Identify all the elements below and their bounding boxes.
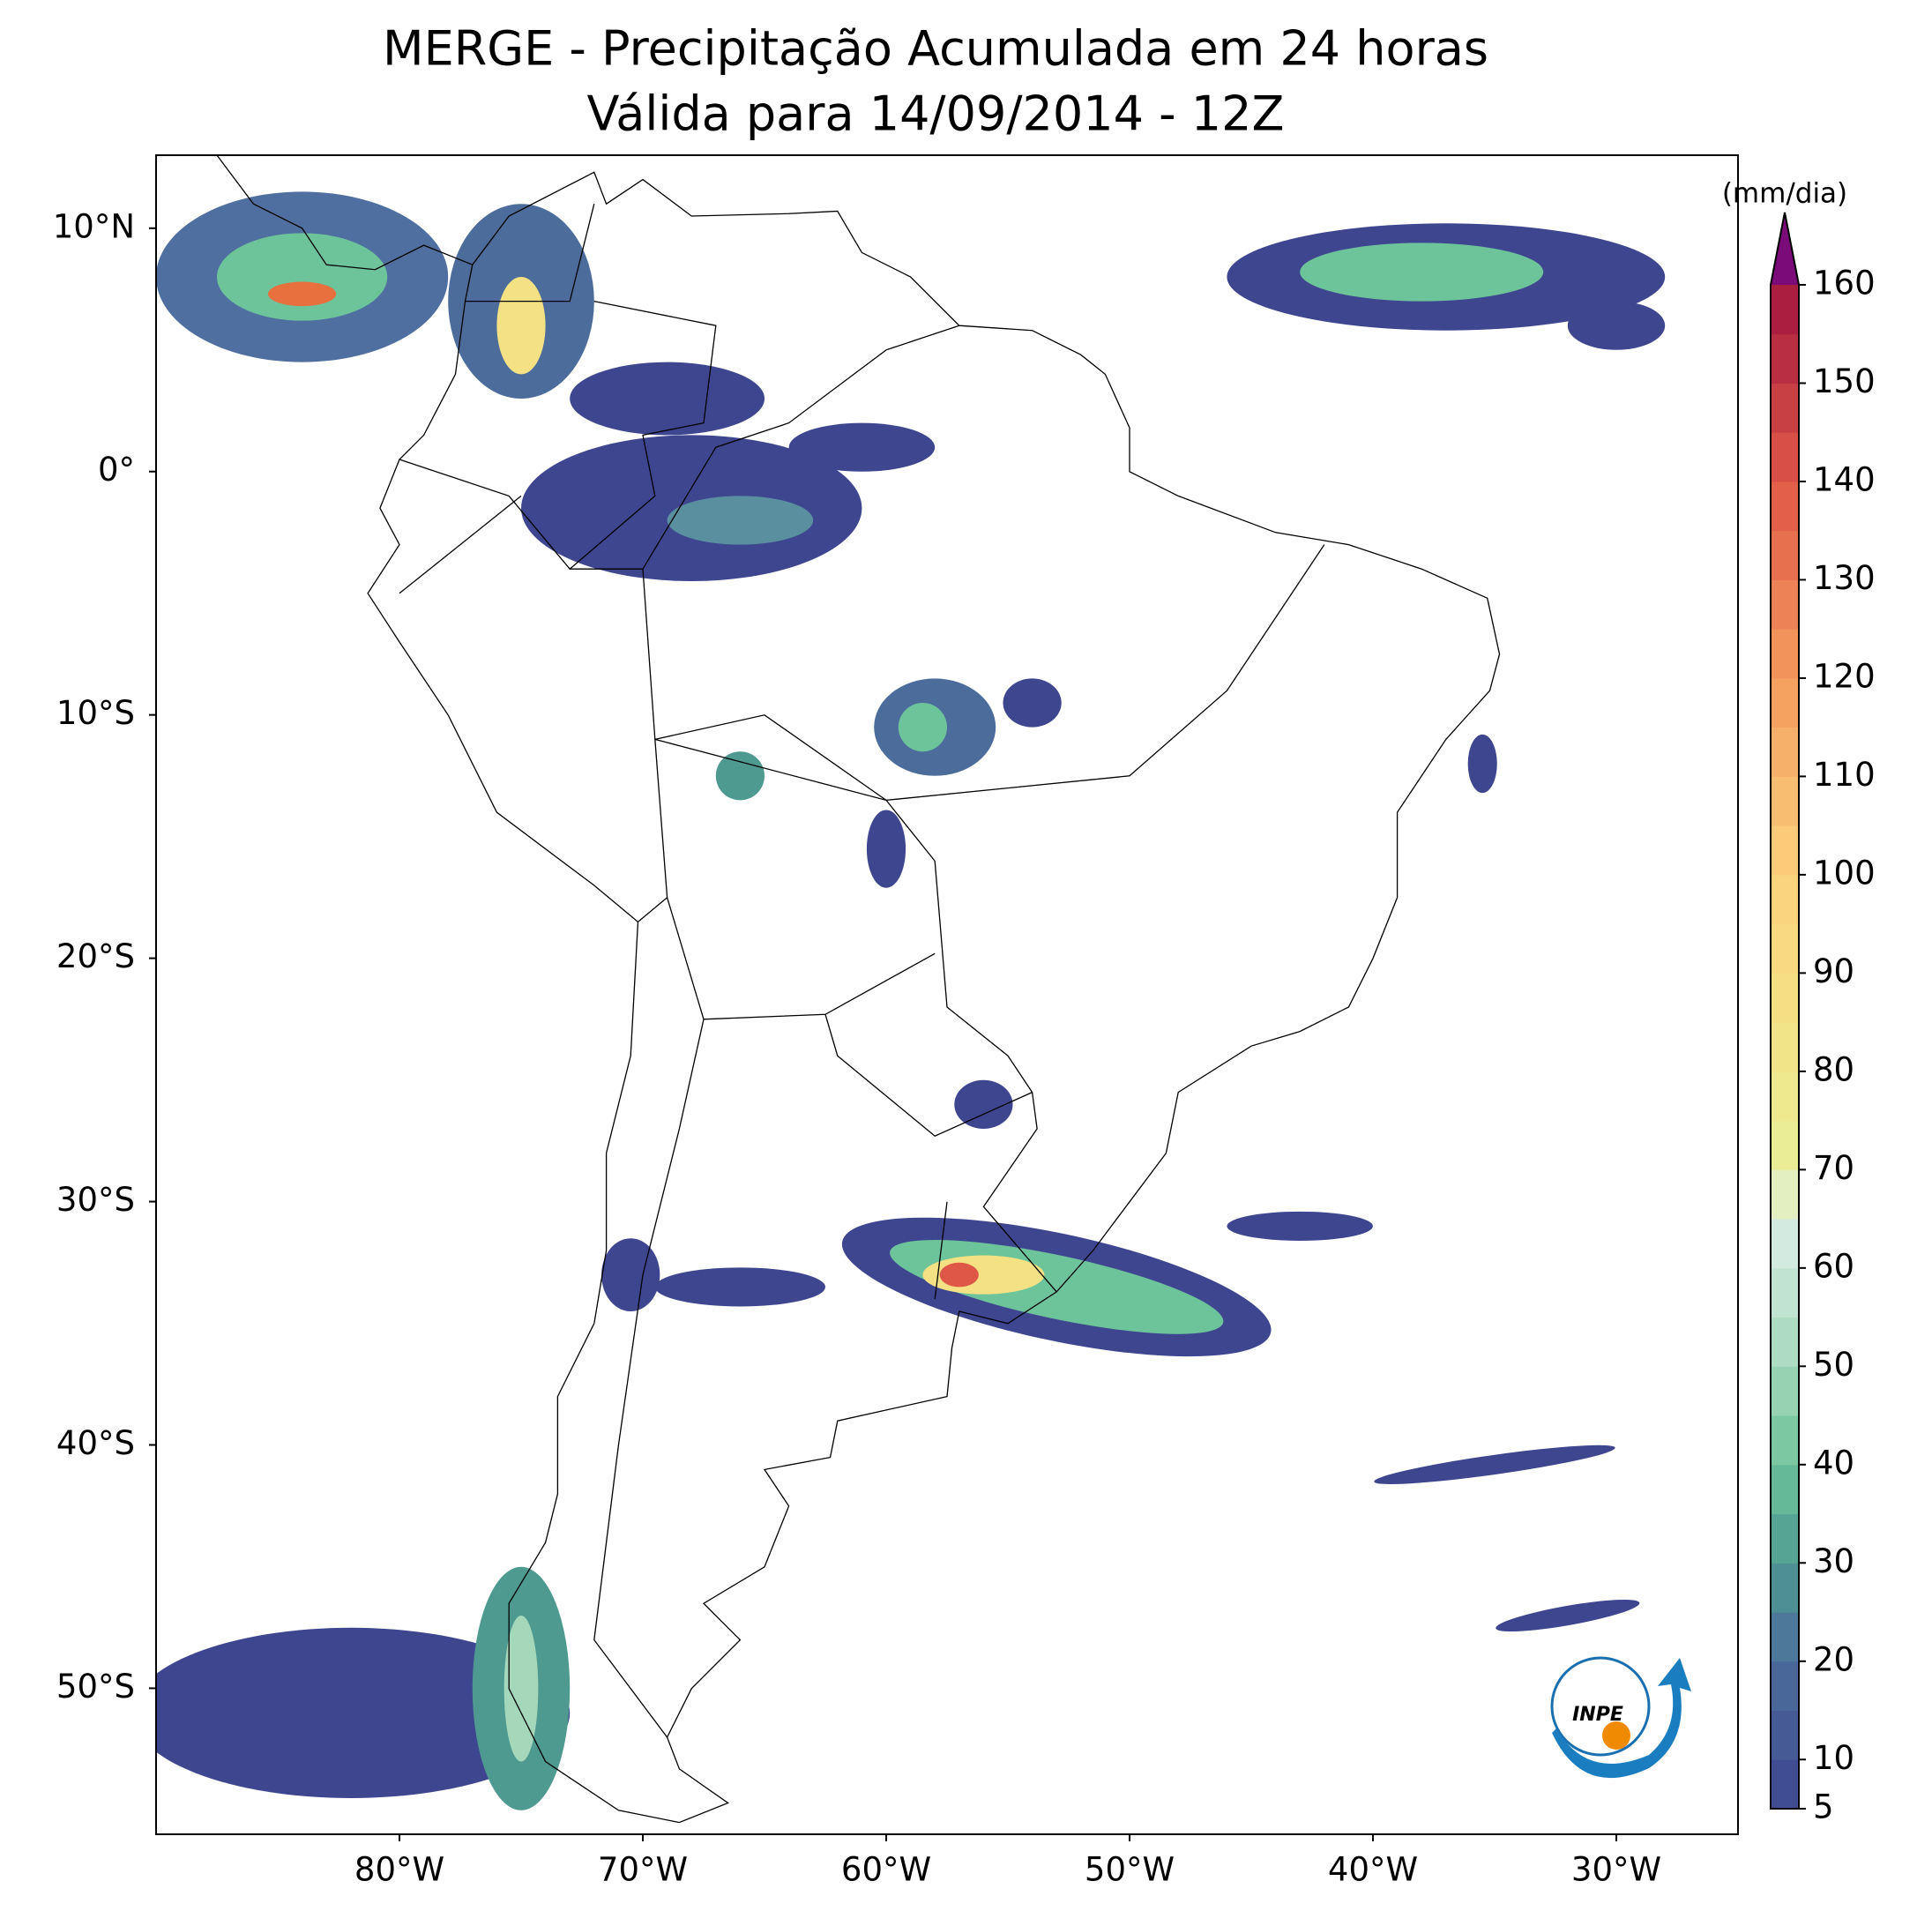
colorbar-tick-label: 40 bbox=[1813, 1444, 1854, 1482]
colorbar-frame bbox=[1770, 212, 1800, 1810]
colorbar-band bbox=[1771, 1169, 1799, 1220]
y-tick-label: 10°N bbox=[53, 207, 135, 245]
rain-area bbox=[216, 233, 388, 321]
colorbar-band bbox=[1771, 383, 1799, 433]
colorbar-tick-label: 30 bbox=[1813, 1542, 1854, 1580]
y-tick-label: 0° bbox=[98, 451, 135, 489]
rain-area bbox=[267, 281, 337, 307]
colorbar-band bbox=[1771, 1563, 1799, 1613]
rain-area bbox=[156, 1627, 571, 1798]
colorbar-band bbox=[1771, 432, 1799, 482]
rain-area bbox=[504, 1616, 539, 1762]
colorbar-tick-label: 60 bbox=[1813, 1247, 1854, 1285]
colorbar-band bbox=[1771, 776, 1799, 826]
title: MERGE - Precipitação Acumulada em 24 hor… bbox=[383, 21, 1488, 77]
colorbar-band bbox=[1771, 923, 1799, 974]
colorbar-tick-label: 130 bbox=[1813, 559, 1876, 597]
colorbar-band bbox=[1771, 1513, 1799, 1564]
colorbar-band bbox=[1771, 629, 1799, 679]
colorbar-tick-label: 100 bbox=[1813, 854, 1876, 892]
colorbar-band bbox=[1771, 579, 1799, 630]
subtitle: Válida para 14/09/2014 - 12Z bbox=[587, 86, 1285, 142]
x-tick-label: 60°W bbox=[841, 1851, 931, 1889]
map-frame bbox=[155, 154, 1739, 1835]
rain-area bbox=[1300, 243, 1544, 302]
colorbar-band bbox=[1771, 1267, 1799, 1318]
rain-area bbox=[939, 1262, 979, 1288]
colorbar-tick-label: 70 bbox=[1813, 1149, 1854, 1187]
rain-area bbox=[715, 751, 765, 801]
rain-area bbox=[1467, 734, 1497, 794]
colorbar-unit: (mm/dia) bbox=[1722, 178, 1847, 210]
colorbar-tick-label: 10 bbox=[1813, 1739, 1854, 1777]
colorbar-band bbox=[1771, 825, 1799, 876]
colorbar-tick-label: 150 bbox=[1813, 362, 1876, 400]
colorbar-band bbox=[1771, 1219, 1799, 1269]
y-tick-label: 10°S bbox=[56, 694, 135, 732]
x-tick-label: 80°W bbox=[354, 1851, 444, 1889]
colorbar-band bbox=[1771, 285, 1799, 335]
colorbar-band bbox=[1771, 1415, 1799, 1466]
colorbar-band bbox=[1771, 1661, 1799, 1712]
x-tick-label: 40°W bbox=[1328, 1851, 1418, 1889]
colorbar-tick-label: 80 bbox=[1813, 1050, 1854, 1088]
colorbar-band bbox=[1771, 1071, 1799, 1122]
y-tick-label: 30°S bbox=[56, 1181, 135, 1219]
borders bbox=[399, 204, 1324, 1737]
colorbar-band bbox=[1771, 530, 1799, 580]
y-tick-label: 50°S bbox=[56, 1668, 135, 1706]
colorbar-tick-label: 5 bbox=[1813, 1788, 1834, 1826]
colorbar-tick-label: 120 bbox=[1813, 657, 1876, 695]
colorbar-tick-label: 90 bbox=[1813, 952, 1854, 990]
colorbar-band bbox=[1771, 677, 1799, 728]
rain-area bbox=[667, 496, 814, 545]
rain-area bbox=[788, 422, 936, 472]
colorbar-band bbox=[1771, 481, 1799, 532]
colorbar-band bbox=[1771, 1464, 1799, 1515]
colorbar-band bbox=[1771, 1710, 1799, 1760]
rain-area bbox=[1567, 301, 1666, 350]
colorbar-tick-label: 50 bbox=[1813, 1346, 1854, 1384]
rain-area bbox=[866, 810, 906, 888]
y-tick-label: 40°S bbox=[56, 1424, 135, 1462]
x-tick-label: 50°W bbox=[1085, 1851, 1175, 1889]
colorbar-tick-label: 140 bbox=[1813, 460, 1876, 498]
map-area bbox=[156, 155, 1666, 1823]
y-tick-label: 20°S bbox=[56, 937, 135, 975]
colorbar-band bbox=[1771, 1759, 1799, 1810]
x-tick-label: 70°W bbox=[598, 1851, 688, 1889]
rain-area bbox=[496, 277, 546, 375]
colorbar-tick-label: 110 bbox=[1813, 756, 1876, 794]
inpe-logo: INPE bbox=[1550, 1656, 1691, 1779]
continent-outline bbox=[217, 155, 1500, 1823]
colorbar-tick-label: 160 bbox=[1813, 265, 1876, 302]
colorbar-extend bbox=[1771, 213, 1799, 285]
colorbar-band bbox=[1771, 1120, 1799, 1170]
precipitation bbox=[156, 191, 1666, 1810]
rain-area bbox=[898, 703, 947, 752]
rain-area bbox=[654, 1267, 825, 1307]
colorbar-band bbox=[1771, 727, 1799, 777]
colorbar-band bbox=[1771, 333, 1799, 384]
rain-area bbox=[1496, 1599, 1640, 1632]
rain-area bbox=[954, 1079, 1013, 1129]
colorbar-band bbox=[1771, 1317, 1799, 1367]
colorbar-band bbox=[1771, 1366, 1799, 1416]
colorbar-tick-label: 20 bbox=[1813, 1640, 1854, 1678]
logo-text: INPE bbox=[1572, 1704, 1623, 1726]
colorbar-band bbox=[1771, 973, 1799, 1023]
rain-area bbox=[1374, 1444, 1615, 1484]
colorbar-band bbox=[1771, 1612, 1799, 1662]
rain-area bbox=[1003, 678, 1062, 728]
colorbar-band bbox=[1771, 1022, 1799, 1072]
colorbar-band bbox=[1771, 874, 1799, 925]
rain-area bbox=[601, 1238, 660, 1311]
rain-area bbox=[1227, 1211, 1373, 1241]
x-tick-label: 30°W bbox=[1571, 1851, 1661, 1889]
rain-area bbox=[570, 362, 765, 436]
coastlines bbox=[217, 155, 1500, 1823]
